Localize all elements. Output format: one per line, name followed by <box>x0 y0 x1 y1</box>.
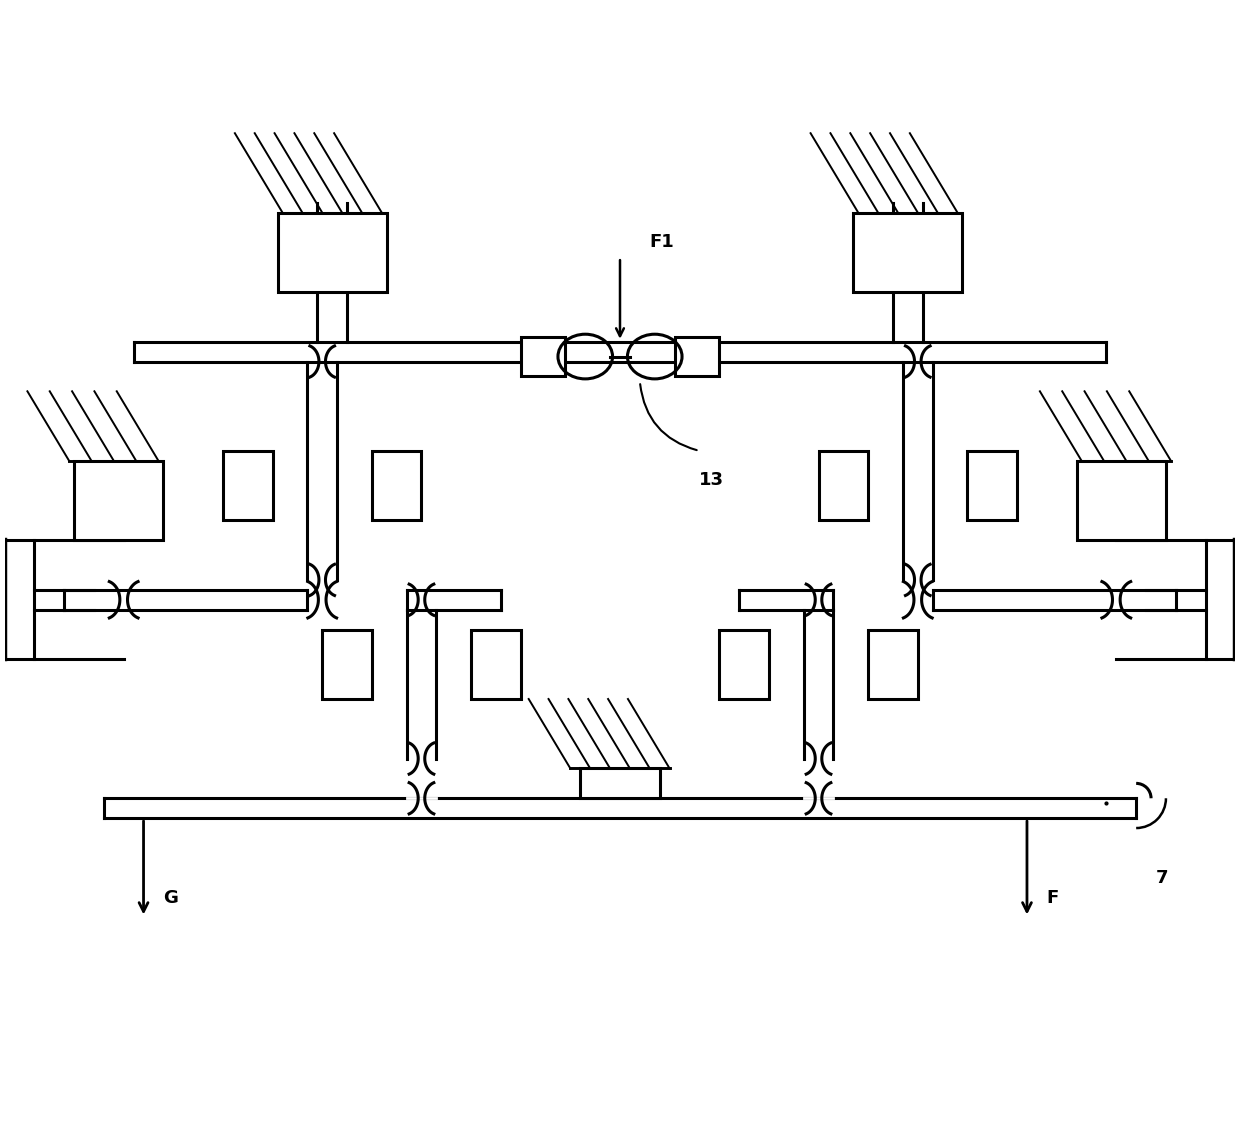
Bar <box>521 337 565 376</box>
Bar <box>372 451 422 520</box>
Text: F1: F1 <box>650 234 675 251</box>
Bar <box>1076 461 1166 540</box>
Bar <box>853 212 962 292</box>
Bar <box>74 461 164 540</box>
Bar <box>580 768 660 798</box>
Text: G: G <box>164 888 179 906</box>
Bar <box>967 451 1017 520</box>
Text: F: F <box>1047 888 1059 906</box>
Bar <box>868 629 918 699</box>
Text: 7: 7 <box>1156 869 1168 887</box>
Bar <box>471 629 521 699</box>
Bar <box>719 629 769 699</box>
Bar <box>278 212 387 292</box>
Bar <box>675 337 719 376</box>
Text: 13: 13 <box>699 471 724 488</box>
Bar <box>818 451 868 520</box>
Bar <box>322 629 372 699</box>
Bar <box>223 451 273 520</box>
